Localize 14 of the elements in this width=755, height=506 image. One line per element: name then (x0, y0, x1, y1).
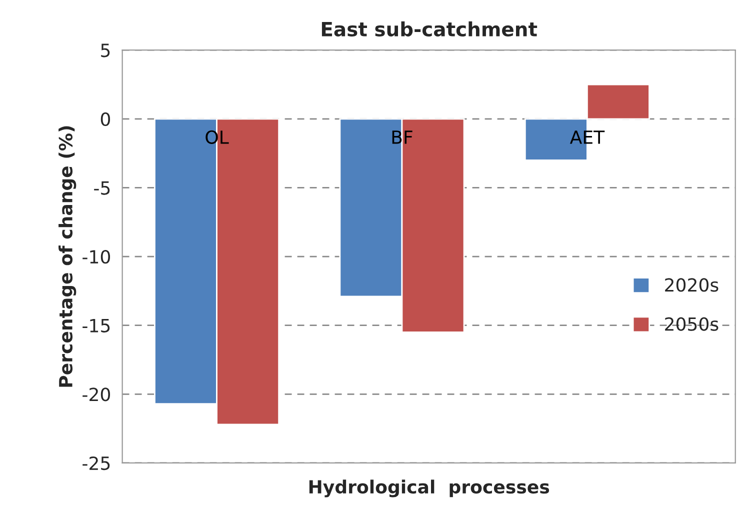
x-tick-label: BF (392, 130, 412, 144)
y-tick-label: -10 (82, 250, 110, 264)
x-axis-title: Hydrological processes (309, 480, 550, 498)
y-axis-title: Percentage of change (%) (58, 126, 76, 387)
legend-label: 2020s (665, 278, 718, 292)
x-tick-label: OL (206, 130, 229, 144)
y-tick-label: 5 (101, 44, 110, 58)
y-tick-label: -5 (94, 181, 110, 195)
chart-title: East sub-catchment (322, 21, 538, 36)
y-tick-label: 0 (100, 112, 110, 126)
y-tick-label: -25 (82, 456, 110, 470)
y-tick-label: -15 (82, 319, 110, 332)
y-tick-label: -20 (82, 388, 110, 402)
legend-label: 2050s (665, 317, 718, 331)
